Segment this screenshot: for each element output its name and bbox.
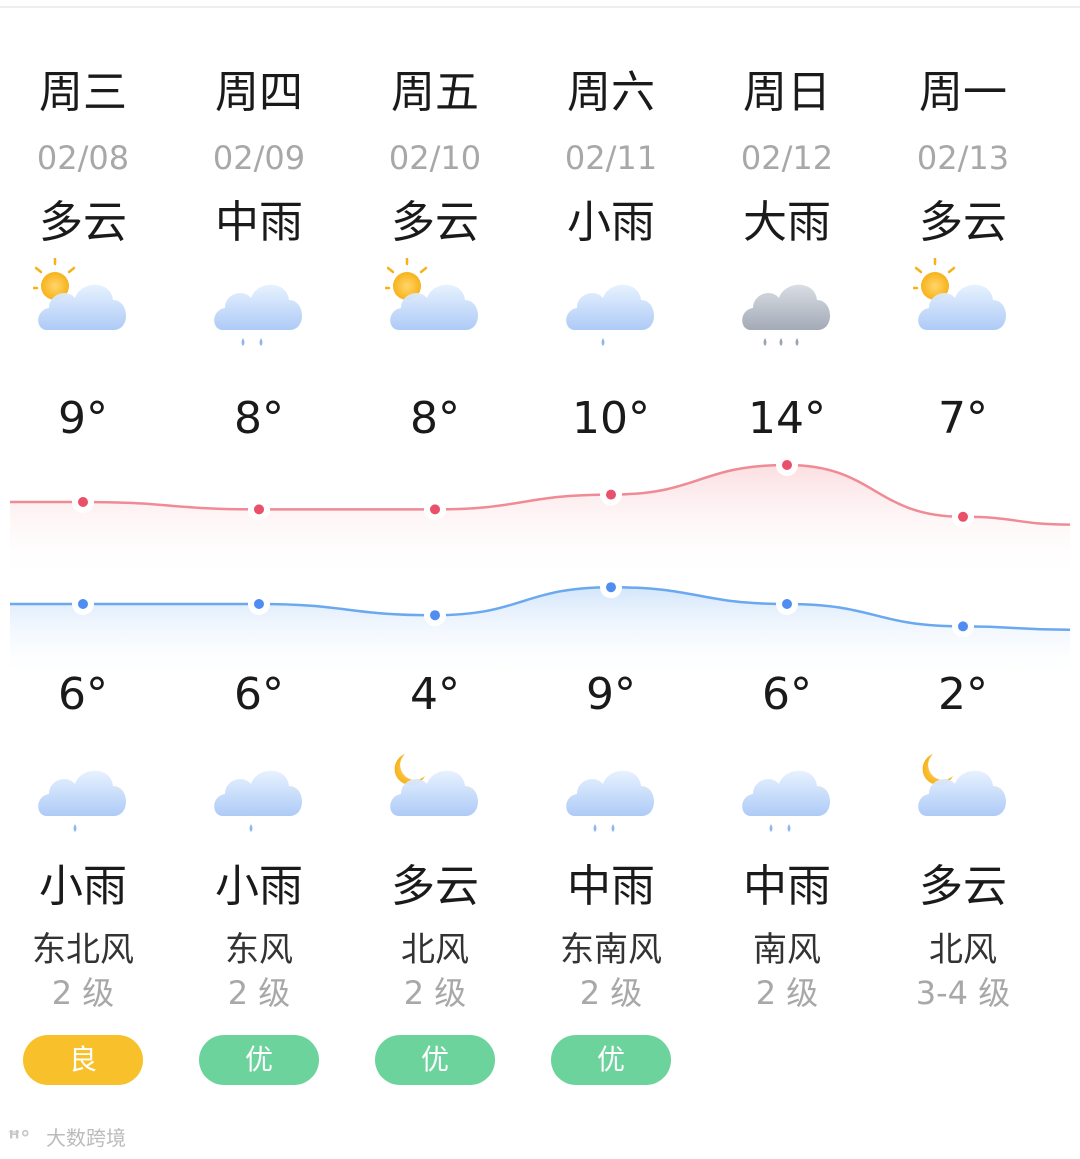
day-condition: 多云 bbox=[919, 197, 1007, 248]
high-temperature-point bbox=[958, 511, 968, 522]
aqi-badge[interactable]: 优 bbox=[199, 1035, 319, 1085]
heavy-rain-icon bbox=[737, 258, 837, 358]
watermark-logo-icon: ꟸ° bbox=[8, 1126, 31, 1150]
light-rain-icon bbox=[209, 744, 309, 844]
night-condition: 小雨 bbox=[215, 861, 303, 912]
high-area-fill bbox=[10, 465, 1070, 580]
high-temperature: 7° bbox=[938, 393, 988, 444]
day-condition: 多云 bbox=[39, 197, 127, 248]
low-temperature: 6° bbox=[234, 669, 284, 720]
high-temperature-point bbox=[606, 489, 616, 500]
high-temperature-point bbox=[430, 504, 440, 515]
high-temperature-point bbox=[254, 504, 264, 515]
low-temperature: 4° bbox=[410, 669, 460, 720]
low-area-fill bbox=[10, 587, 1070, 680]
high-temperature: 8° bbox=[410, 393, 460, 444]
low-temperature-point bbox=[78, 599, 88, 609]
weekday-label: 周六 bbox=[567, 67, 655, 118]
low-temperature-line bbox=[10, 585, 1071, 632]
weekday-label: 周五 bbox=[391, 67, 479, 118]
weekday-label: 周日 bbox=[743, 67, 831, 118]
weekday-label: 周四 bbox=[215, 67, 303, 118]
day-condition: 中雨 bbox=[215, 197, 303, 248]
low-temperature-point bbox=[782, 599, 792, 609]
low-temperature-point bbox=[606, 582, 616, 593]
night-condition: 多云 bbox=[391, 861, 479, 912]
day-condition: 多云 bbox=[391, 197, 479, 248]
night-condition: 小雨 bbox=[39, 861, 127, 912]
aqi-badge[interactable]: 优 bbox=[375, 1035, 495, 1085]
low-temperature: 6° bbox=[58, 669, 108, 720]
partly-cloudy-day-icon bbox=[30, 256, 133, 358]
wind-direction: 北风 bbox=[401, 930, 469, 970]
day-column[interactable]: 周六 02/11 小雨 10° 9° 中雨 bbox=[523, 0, 699, 1159]
high-temperature-line bbox=[10, 463, 1071, 526]
night-condition: 多云 bbox=[919, 861, 1007, 912]
temperature-chart bbox=[10, 454, 1071, 680]
low-temperature: 2° bbox=[938, 669, 988, 720]
partly-cloudy-day-icon bbox=[382, 256, 485, 358]
low-temperature-point bbox=[958, 621, 968, 632]
weekday-label: 周一 bbox=[919, 67, 1007, 118]
date-label: 02/09 bbox=[212, 139, 306, 177]
partly-cloudy-night-icon bbox=[913, 744, 1013, 844]
high-temperature-point bbox=[782, 460, 792, 470]
day-condition: 大雨 bbox=[743, 197, 831, 248]
day-column[interactable]: 周三 02/08 多云 9° 6° bbox=[0, 0, 171, 1159]
wind-direction: 东南风 bbox=[560, 930, 662, 970]
date-label: 02/13 bbox=[916, 139, 1010, 177]
aqi-badge[interactable]: 良 bbox=[23, 1035, 143, 1085]
low-temperature-point bbox=[430, 610, 440, 621]
watermark: ꟸ° 大数跨境 bbox=[8, 1122, 126, 1151]
low-temperature-point bbox=[254, 599, 264, 609]
high-temperature: 14° bbox=[748, 393, 826, 444]
day-column[interactable]: 周四 02/09 中雨 8° 6° 小雨 bbox=[171, 0, 347, 1159]
day-column[interactable]: 周日 02/12 大雨 14° 6° 中雨 bbox=[699, 0, 875, 1159]
wind-level: 2 级 bbox=[755, 974, 819, 1012]
high-temperature: 9° bbox=[58, 393, 108, 444]
day-condition: 小雨 bbox=[567, 197, 655, 248]
light-rain-icon bbox=[33, 744, 133, 844]
wind-level: 2 级 bbox=[51, 974, 115, 1012]
low-temperature: 9° bbox=[586, 669, 636, 720]
date-label: 02/11 bbox=[564, 139, 658, 177]
high-temperature: 8° bbox=[234, 393, 284, 444]
wind-direction: 东风 bbox=[225, 930, 293, 970]
moderate-rain-icon bbox=[561, 744, 661, 844]
night-condition: 中雨 bbox=[743, 861, 831, 912]
wind-level: 2 级 bbox=[403, 974, 467, 1012]
wind-level: 2 级 bbox=[227, 974, 291, 1012]
weekday-label: 周三 bbox=[39, 67, 127, 118]
day-column[interactable]: 周一 02/13 多云 7° 2° bbox=[875, 0, 1051, 1159]
watermark-text: 大数跨境 bbox=[46, 1126, 126, 1150]
moderate-rain-icon bbox=[737, 744, 837, 844]
top-divider bbox=[0, 6, 1080, 8]
day-column[interactable]: 周五 02/10 多云 8° 4° bbox=[347, 0, 523, 1159]
date-label: 02/12 bbox=[740, 139, 834, 177]
high-temperature-point bbox=[78, 497, 88, 507]
partly-cloudy-day-icon bbox=[910, 256, 1013, 358]
aqi-badge[interactable]: 优 bbox=[551, 1035, 671, 1085]
partly-cloudy-night-icon bbox=[385, 744, 485, 844]
wind-level: 3-4 级 bbox=[915, 974, 1011, 1012]
low-temperature: 6° bbox=[762, 669, 812, 720]
high-temperature: 10° bbox=[572, 393, 650, 444]
date-label: 02/08 bbox=[36, 139, 130, 177]
moderate-rain-icon bbox=[209, 258, 309, 358]
date-label: 02/10 bbox=[388, 139, 482, 177]
wind-direction: 北风 bbox=[929, 930, 997, 970]
night-condition: 中雨 bbox=[567, 861, 655, 912]
wind-direction: 东北风 bbox=[32, 930, 134, 970]
wind-level: 2 级 bbox=[579, 974, 643, 1012]
wind-direction: 南风 bbox=[753, 930, 821, 970]
light-rain-icon bbox=[561, 258, 661, 358]
